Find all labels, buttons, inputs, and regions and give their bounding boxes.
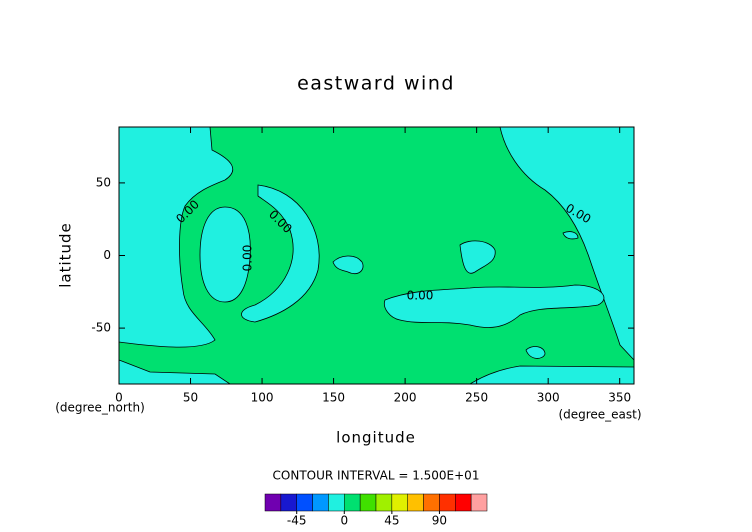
contour-fill [562, 231, 579, 240]
colorbar-box [328, 493, 345, 512]
y-tick-label: 0 [103, 248, 111, 262]
x-tick-label: 50 [183, 391, 198, 405]
x-tick-label: 250 [465, 391, 488, 405]
plot-area: 0.00 0.000.000.000.00 [118, 126, 635, 385]
colorbar-box [280, 493, 297, 512]
colorbar-box [391, 493, 408, 512]
x-axis-label: longitude [336, 429, 416, 447]
x-tick-label: 200 [394, 391, 417, 405]
colorbar-box [344, 493, 361, 512]
x-tick-label: 150 [322, 391, 345, 405]
contour-fill [241, 184, 320, 323]
colorbar-box [375, 493, 393, 512]
contour-fill [332, 255, 364, 275]
contour-fill [383, 284, 605, 328]
colorbar-box [455, 493, 472, 512]
colorbar-tick-label: 90 [432, 514, 447, 528]
y-tick-label: 50 [96, 175, 111, 189]
colorbar-box [470, 493, 488, 512]
colorbar-box [407, 493, 424, 512]
colorbar-box [312, 493, 329, 512]
x-tick-label: 100 [251, 391, 274, 405]
contour-label: 0.00 [407, 289, 434, 303]
colorbar-box [359, 493, 377, 512]
x-tick-label: 300 [537, 391, 560, 405]
contour-fill [525, 346, 546, 359]
x-unit: (degree_east) [558, 408, 641, 422]
colorbar-tick-label: -45 [287, 514, 307, 528]
colorbar-box [296, 493, 313, 512]
x-tick-label: 350 [608, 391, 631, 405]
contour-interval: CONTOUR INTERVAL = 1.500E+01 [273, 469, 480, 483]
contour-label: 0.00 [241, 245, 255, 272]
y-tick-label: -50 [91, 321, 111, 335]
contour-fill [199, 206, 251, 303]
y-axis-label: latitude [57, 222, 75, 288]
chart-title: eastward wind [297, 73, 455, 95]
colorbar-box [264, 493, 282, 512]
colorbar-box [423, 493, 440, 512]
y-unit: (degree_north) [55, 401, 145, 415]
colorbar-box [439, 493, 456, 512]
contour-fill [459, 240, 496, 274]
colorbar-tick-label: 0 [340, 514, 348, 528]
colorbar-tick-label: 45 [384, 514, 399, 528]
x-tick-label: 0 [115, 391, 123, 405]
